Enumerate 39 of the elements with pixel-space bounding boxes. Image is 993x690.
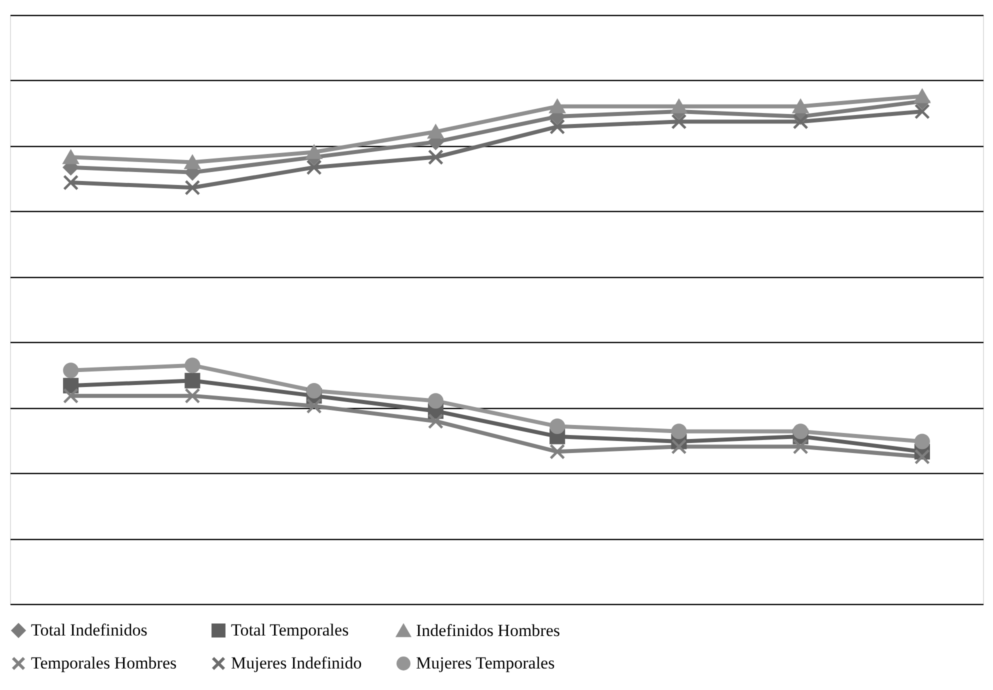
legend-label: Temporales Hombres	[31, 654, 177, 672]
point	[550, 418, 566, 434]
point	[671, 100, 687, 114]
point	[792, 424, 808, 440]
point	[550, 118, 566, 134]
point	[671, 114, 687, 130]
point	[914, 448, 930, 465]
legend-label: Indefinidos Hombres	[416, 620, 560, 640]
point	[306, 160, 322, 176]
point	[792, 438, 808, 454]
point	[428, 393, 444, 409]
point	[63, 388, 79, 404]
point	[428, 413, 444, 429]
point	[184, 358, 200, 374]
point	[428, 149, 444, 165]
point	[914, 104, 930, 120]
point	[914, 89, 930, 104]
point	[914, 434, 930, 450]
point	[184, 180, 200, 196]
point	[306, 145, 322, 159]
point	[306, 398, 322, 414]
point	[63, 174, 79, 190]
point	[184, 372, 200, 388]
point	[792, 100, 808, 114]
legend-label: Total Temporales	[231, 620, 349, 640]
point	[550, 100, 566, 114]
point	[63, 362, 79, 378]
legend-label: Total Indefinidos	[31, 620, 148, 640]
point	[792, 114, 808, 130]
point	[63, 150, 79, 164]
legend-label: Mujeres Temporales	[416, 654, 555, 672]
point	[184, 388, 200, 404]
point	[428, 124, 444, 139]
point	[184, 155, 200, 170]
point	[671, 424, 687, 440]
point	[550, 444, 566, 460]
legend-label: Mujeres Indefinido	[231, 654, 362, 672]
point	[671, 438, 687, 454]
point	[306, 382, 322, 398]
